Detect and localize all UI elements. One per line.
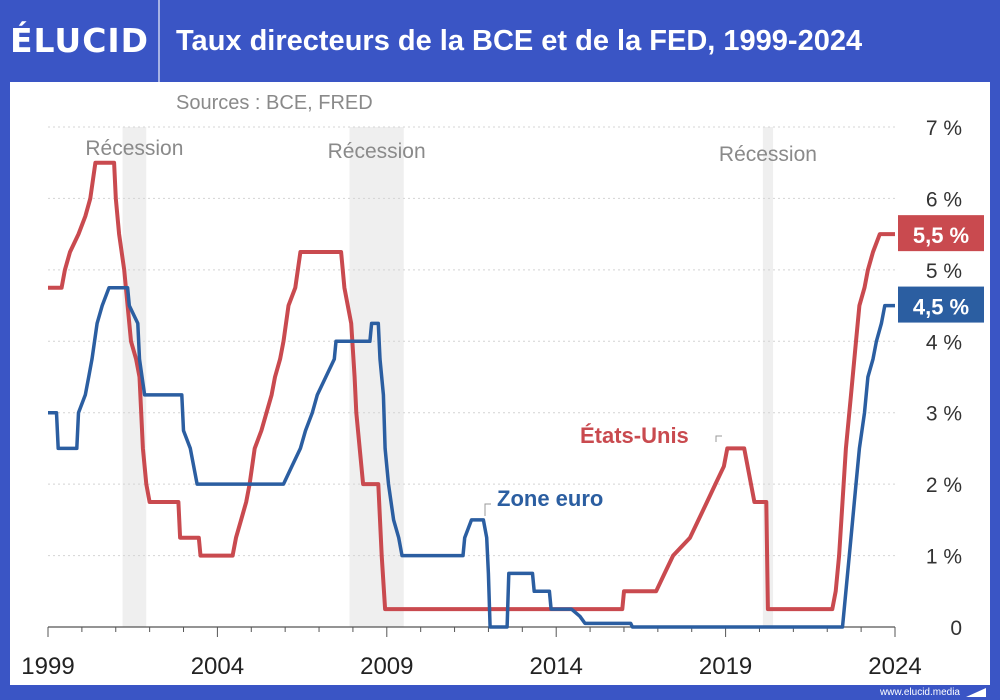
- y-tick-label: 1 %: [926, 546, 962, 569]
- x-tick-label: 2024: [868, 653, 921, 680]
- chart-subtitle: Sources : BCE, FRED: [176, 92, 373, 114]
- brand-logo: ÉLUCID: [10, 21, 150, 60]
- footer-url: www.elucid.media: [879, 687, 960, 698]
- y-tick-label: 2 %: [926, 474, 962, 497]
- x-tick-label: 2019: [699, 653, 752, 680]
- series-lines: [48, 160, 895, 629]
- recession-label: Récession: [85, 137, 183, 160]
- grid-lines: [48, 126, 895, 557]
- end-value-label: 4,5 %: [913, 295, 969, 320]
- y-tick-label: 6 %: [926, 188, 962, 211]
- recession-label: Récession: [328, 140, 426, 163]
- series-label-us: États-Unis: [580, 423, 689, 448]
- end-value-badge: [898, 215, 984, 252]
- series-line: [48, 160, 895, 612]
- y-tick-label: 5 %: [926, 260, 962, 283]
- series-line: [48, 285, 895, 629]
- recession-band: [349, 127, 404, 627]
- y-tick-label: 4 %: [926, 331, 962, 354]
- recession-band: [122, 127, 147, 627]
- y-tick-label: 3 %: [926, 403, 962, 426]
- x-tick-label: 2014: [530, 653, 583, 680]
- footer-arrow-icon: [966, 688, 986, 697]
- recession-bands: [122, 127, 774, 627]
- chart-title: Taux directeurs de la BCE et de la FED, …: [176, 25, 863, 57]
- axes: 0 1 % 2 % 3 % 4 % 5 % 6 % 7 % 1999 2004 2009 2014 20…: [21, 117, 962, 680]
- end-value-badge: [898, 286, 984, 323]
- series-label-eu: Zone euro: [497, 486, 603, 511]
- annotations: Sources : BCE, FRED Récession Récession Réc…: [85, 92, 984, 516]
- x-tick-label: 2009: [360, 653, 413, 680]
- recession-label: Récession: [719, 143, 817, 166]
- x-tick-label: 1999: [21, 653, 74, 680]
- chart-panel: 0 1 % 2 % 3 % 4 % 5 % 6 % 7 % 1999 2004 2009 2014 20…: [10, 82, 990, 685]
- end-value-label: 5,5 %: [913, 223, 969, 248]
- y-tick-label: 7 %: [926, 117, 962, 140]
- header-divider: [158, 0, 160, 82]
- header-bar: ÉLUCID Taux directeurs de la BCE et de l…: [0, 0, 1000, 82]
- recession-band: [762, 127, 774, 627]
- x-tick-label: 2004: [191, 653, 244, 680]
- series-label-eu-leader: [484, 503, 491, 516]
- y-tick-label: 0: [950, 617, 962, 640]
- series-label-us-leader: [715, 435, 722, 442]
- footer: www.elucid.media: [0, 685, 1000, 700]
- rates-chart: 0 1 % 2 % 3 % 4 % 5 % 6 % 7 % 1999 2004 2009 2014 20…: [21, 92, 984, 680]
